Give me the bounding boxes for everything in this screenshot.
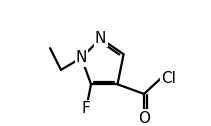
Text: O: O (138, 111, 150, 125)
Text: F: F (82, 101, 91, 116)
Text: Cl: Cl (161, 71, 176, 86)
Text: N: N (76, 50, 87, 65)
Text: N: N (95, 31, 106, 46)
